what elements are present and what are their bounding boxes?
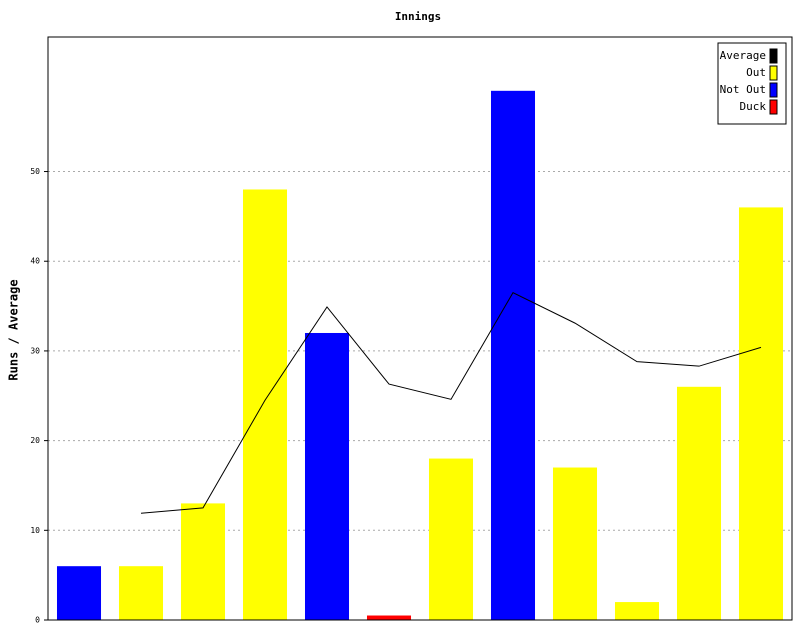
bar (180, 503, 226, 620)
legend-swatch (769, 65, 778, 81)
bar (738, 207, 784, 620)
y-tick-label: 50 (30, 167, 40, 176)
y-axis-label: Runs / Average (7, 279, 21, 380)
bar (118, 566, 164, 620)
y-tick-label: 0 (35, 616, 40, 625)
bar (366, 615, 412, 620)
bar (552, 467, 598, 620)
bar (56, 566, 102, 620)
legend-swatch (769, 48, 778, 64)
y-tick-label: 20 (30, 436, 40, 445)
bar (428, 458, 474, 620)
legend: Average Out Not Out Duck (717, 42, 787, 125)
bar (490, 90, 536, 621)
legend-label: Out (746, 66, 766, 79)
legend-label: Average (720, 49, 766, 62)
bar (676, 386, 722, 620)
legend-swatch (769, 99, 778, 115)
y-tick-label: 10 (30, 526, 40, 535)
y-tick-label: 30 (30, 346, 40, 355)
chart-title: Innings (395, 10, 441, 23)
average-line (140, 291, 762, 514)
y-tick-label: 40 (30, 257, 40, 266)
legend-swatch (769, 82, 778, 98)
bar (242, 189, 288, 620)
plot-frame (47, 36, 793, 621)
bar (614, 602, 660, 620)
bar (304, 332, 350, 620)
legend-label: Duck (740, 100, 767, 113)
legend-label: Not Out (720, 83, 766, 96)
